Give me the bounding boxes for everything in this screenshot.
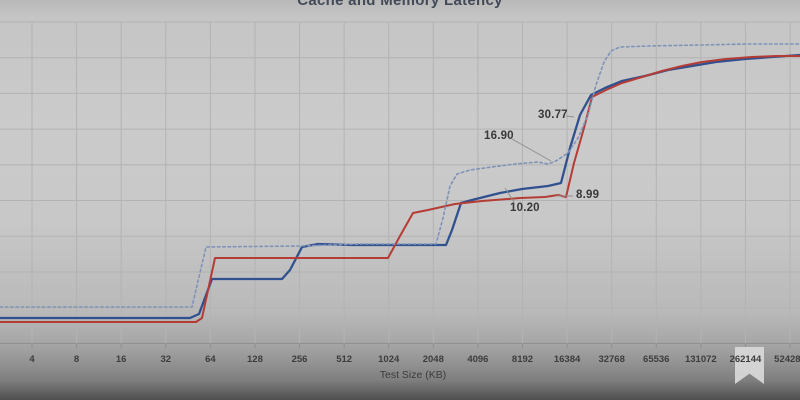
series-solid-red — [0, 55, 800, 323]
data-label-10.20: 10.20 — [510, 202, 540, 214]
series-dashed-light-blue — [0, 43, 800, 308]
data-label-30.77: 30.77 — [538, 109, 568, 121]
x-axis-title: Test Size (KB) — [379, 369, 447, 381]
series-solid-blue — [0, 53, 800, 320]
annotation-leader-line — [504, 187, 515, 203]
data-label-8.99: 8.99 — [576, 189, 600, 201]
annotation-leader-line — [565, 115, 575, 118]
annotation-leader-line — [511, 138, 552, 162]
chart-title: Cache and Memory Latency — [297, 0, 503, 9]
data-label-16.90: 16.90 — [484, 130, 514, 142]
